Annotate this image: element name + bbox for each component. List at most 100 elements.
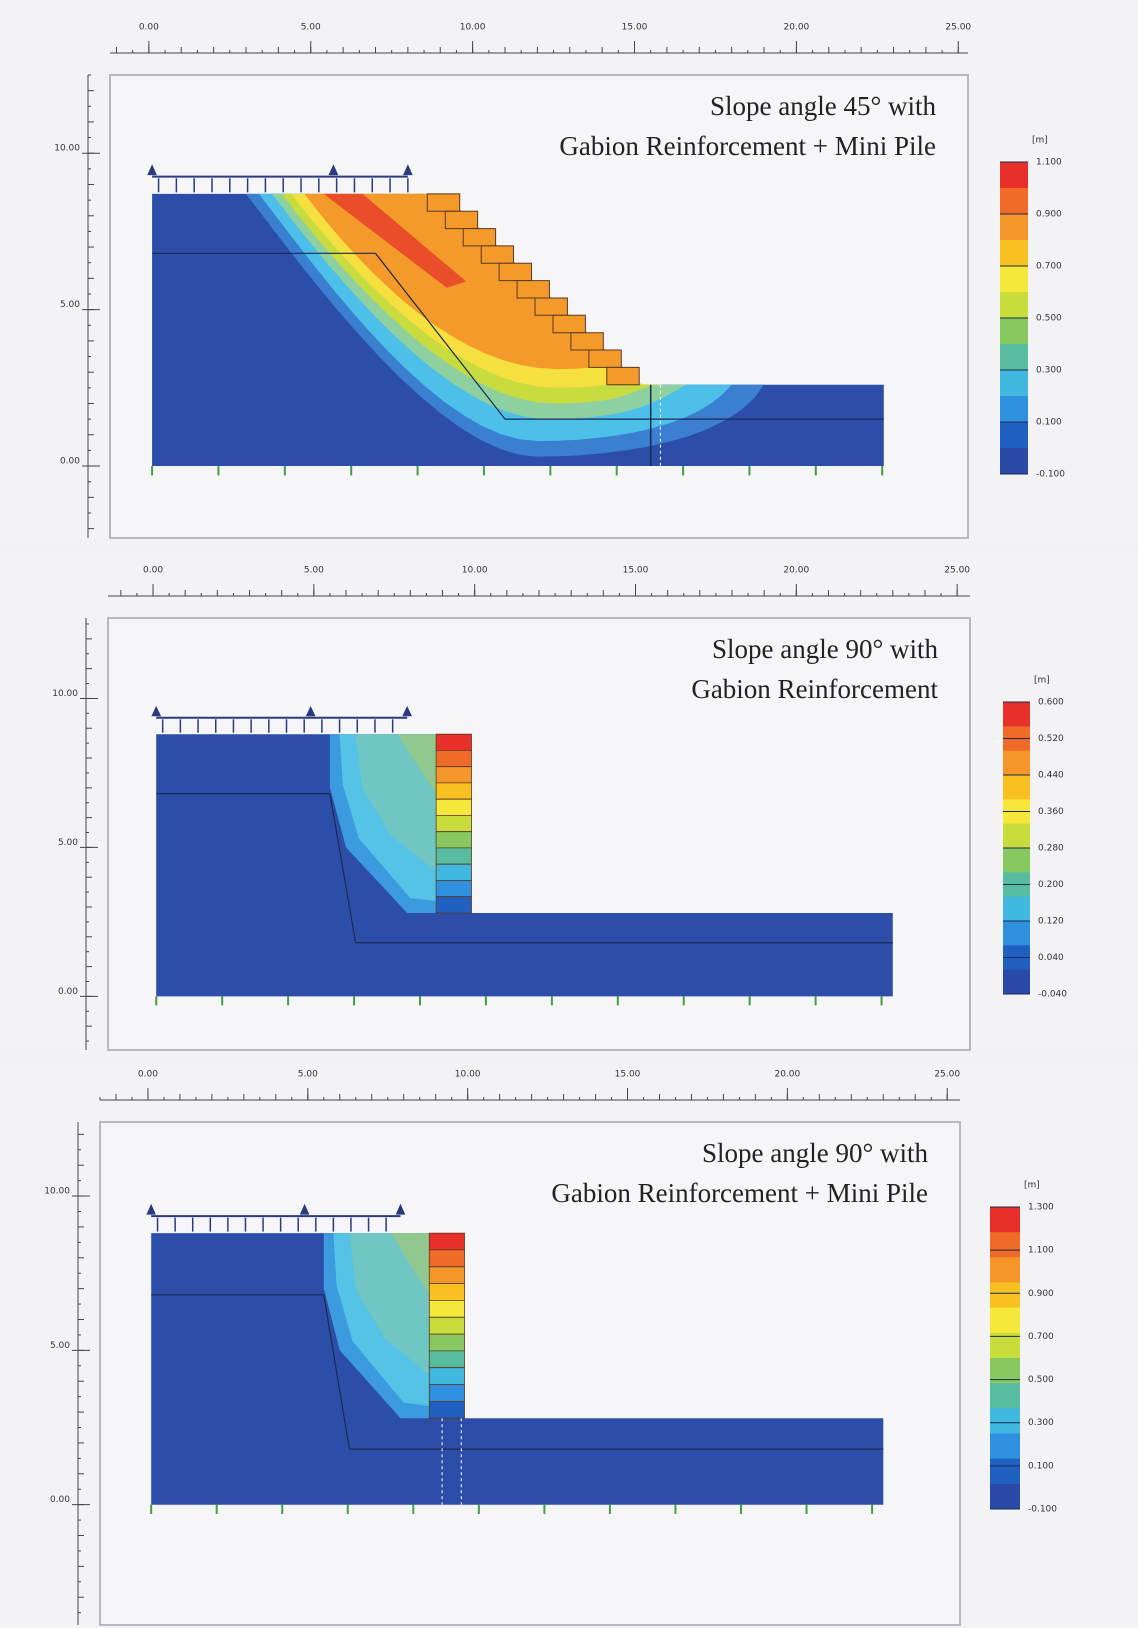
load-marker xyxy=(328,164,339,176)
gabion-block xyxy=(516,280,550,299)
colorbar-segment xyxy=(1000,448,1028,475)
x-tick-label: 25.00 xyxy=(945,23,971,33)
colorbar-segment xyxy=(990,1408,1020,1434)
colorbar-segment xyxy=(990,1257,1020,1283)
chart-title: Slope angle 90° with xyxy=(712,634,939,664)
x-tick-label: 10.00 xyxy=(462,566,488,576)
x-tick-label: 5.00 xyxy=(301,23,321,33)
y-tick-label: 0.00 xyxy=(60,457,80,467)
gabion-block xyxy=(498,262,532,282)
colorbar-segment xyxy=(1000,162,1028,189)
colorbar-segment xyxy=(990,1282,1020,1309)
x-tick-label: 0.00 xyxy=(139,23,159,33)
colorbar-tick-label: 0.700 xyxy=(1028,1332,1054,1342)
x-tick-label: 25.00 xyxy=(944,566,970,576)
colorbar-tick-label: 0.100 xyxy=(1028,1461,1054,1471)
gabion-block xyxy=(534,297,568,316)
colorbar-tick-label: 0.900 xyxy=(1036,210,1062,220)
gabion-block xyxy=(435,750,472,768)
colorbar-segment xyxy=(1000,396,1028,423)
colorbar-segment xyxy=(1000,422,1028,449)
y-tick-label: 0.00 xyxy=(50,1495,70,1505)
load-marker xyxy=(305,705,316,717)
x-tick-label: 0.00 xyxy=(138,1070,158,1080)
colorbar-tick-label: 1.300 xyxy=(1028,1203,1054,1213)
colorbar-tick-label: 0.500 xyxy=(1028,1375,1054,1385)
colorbar-segment xyxy=(1003,750,1030,776)
colorbar-tick-label: -0.040 xyxy=(1038,990,1067,1000)
colorbar-tick-label: 0.360 xyxy=(1038,807,1064,817)
gabion-block xyxy=(588,349,622,368)
gabion-block xyxy=(462,228,497,247)
colorbar-segment xyxy=(1003,969,1030,995)
gabion-block xyxy=(428,1232,465,1251)
colorbar-segment xyxy=(990,1332,1020,1359)
colorbar-segment xyxy=(990,1483,1020,1510)
colorbar-tick-label: 0.200 xyxy=(1038,880,1064,890)
gabion-block xyxy=(444,210,479,230)
load-marker xyxy=(146,1203,156,1215)
y-tick-label: 10.00 xyxy=(54,144,80,154)
colorbar-segment xyxy=(1000,188,1028,215)
colorbar-label: [m] xyxy=(1034,676,1050,686)
x-tick-label: 20.00 xyxy=(784,23,810,33)
gabion-block xyxy=(435,733,472,751)
colorbar-tick-label: 0.040 xyxy=(1038,953,1064,963)
load-marker xyxy=(151,705,162,717)
contour-band xyxy=(390,1233,430,1295)
colorbar-segment xyxy=(1003,702,1030,727)
chart-title: Slope angle 45° with xyxy=(710,91,937,121)
gabion-block xyxy=(435,798,472,816)
load-marker xyxy=(147,164,157,176)
colorbar-segment xyxy=(990,1433,1020,1460)
colorbar-segment xyxy=(1000,214,1028,241)
gabion-block xyxy=(552,314,586,334)
colorbar-tick-label: 0.900 xyxy=(1028,1289,1054,1299)
x-tick-label: 0.00 xyxy=(143,566,163,576)
chart-title: Gabion Reinforcement xyxy=(691,674,938,704)
y-tick-label: 0.00 xyxy=(58,987,78,997)
colorbar-tick-label: -0.100 xyxy=(1028,1505,1057,1515)
gabion-block xyxy=(428,1266,465,1284)
gabion-block xyxy=(428,1333,465,1352)
load-marker xyxy=(402,705,412,717)
colorbar-tick-label: 0.500 xyxy=(1036,314,1062,324)
gabion-block xyxy=(428,1300,465,1318)
colorbar-segment xyxy=(990,1458,1020,1485)
colorbar-tick-label: 1.100 xyxy=(1028,1246,1054,1256)
load-marker xyxy=(403,164,413,176)
colorbar-tick-label: 1.100 xyxy=(1036,158,1062,168)
colorbar-segment xyxy=(1003,848,1030,873)
x-tick-label: 20.00 xyxy=(774,1070,800,1080)
x-tick-label: 15.00 xyxy=(615,1070,641,1080)
contour-peak xyxy=(323,193,467,288)
colorbar-tick-label: -0.100 xyxy=(1036,470,1065,480)
colorbar-segment xyxy=(1000,370,1028,397)
gabion-block xyxy=(435,863,472,881)
colorbar-segment xyxy=(1003,921,1030,946)
gabion-block xyxy=(435,782,472,800)
x-tick-label: 15.00 xyxy=(622,23,648,33)
x-tick-label: 15.00 xyxy=(623,566,649,576)
gabion-block xyxy=(435,831,472,849)
gabion-block xyxy=(428,1367,465,1385)
y-tick-label: 5.00 xyxy=(50,1341,70,1351)
colorbar-segment xyxy=(1000,240,1028,267)
colorbar-segment xyxy=(990,1232,1020,1258)
colorbar-segment xyxy=(1000,266,1028,293)
x-tick-label: 10.00 xyxy=(455,1070,481,1080)
y-tick-label: 5.00 xyxy=(58,838,78,848)
gabion-block xyxy=(435,847,472,865)
gabion-block xyxy=(428,1350,465,1369)
layer-line xyxy=(375,252,506,420)
colorbar-label: [m] xyxy=(1032,136,1048,146)
gabion-block xyxy=(570,332,604,351)
colorbar-segment xyxy=(1000,292,1028,319)
x-tick-label: 10.00 xyxy=(460,23,486,33)
x-tick-label: 20.00 xyxy=(783,566,809,576)
layer-line xyxy=(329,793,357,943)
colorbar-tick-label: 0.700 xyxy=(1036,262,1062,272)
contour-band xyxy=(397,734,437,794)
colorbar-tick-label: 0.520 xyxy=(1038,734,1064,744)
